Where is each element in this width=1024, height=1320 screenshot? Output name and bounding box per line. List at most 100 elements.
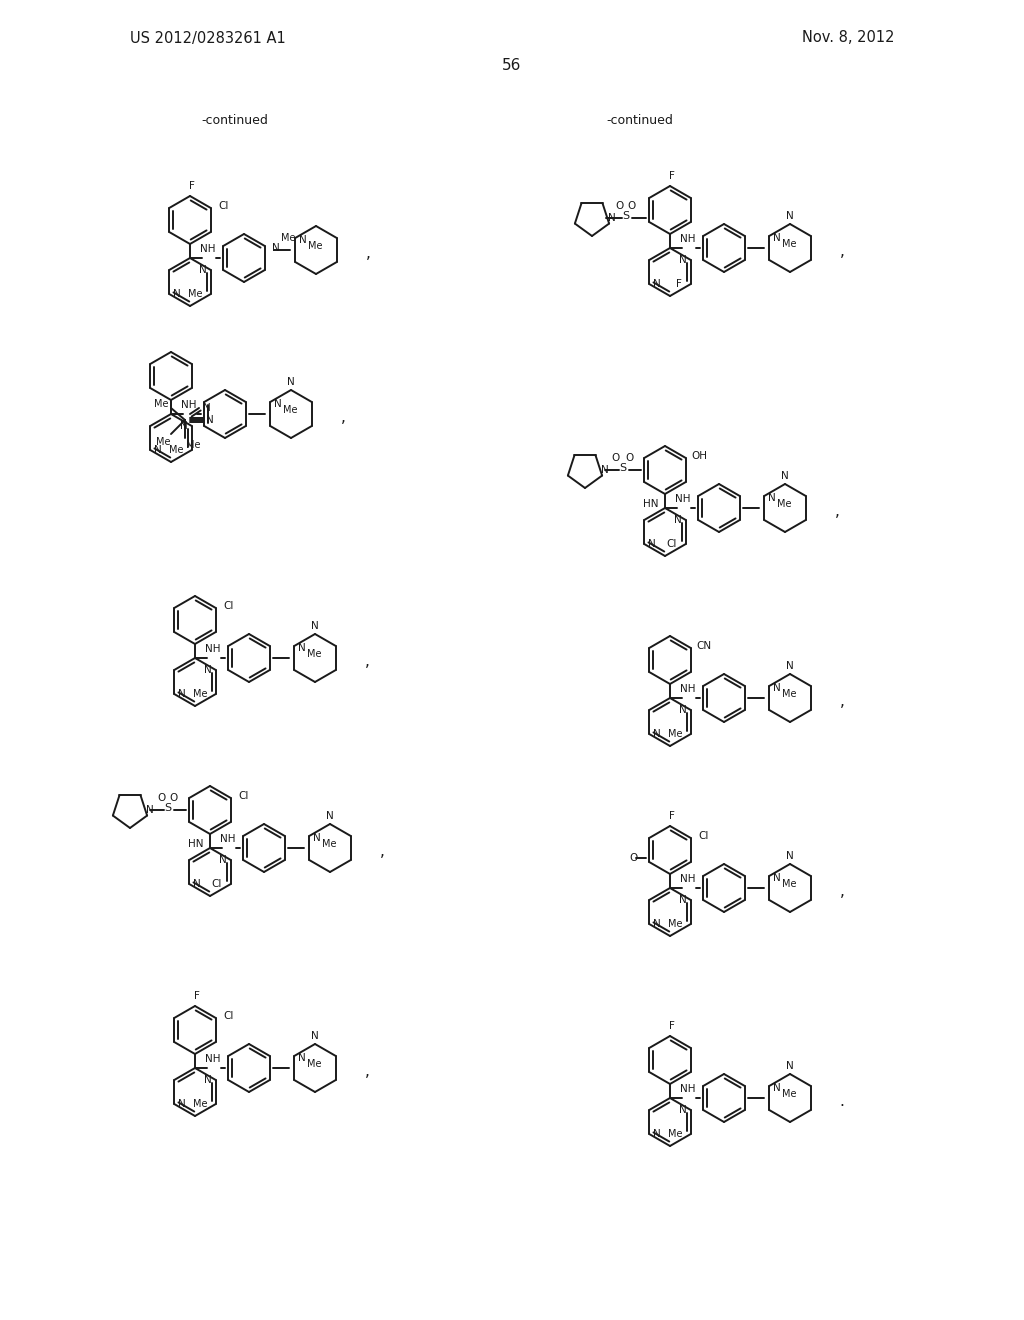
Text: ,: , xyxy=(840,884,845,899)
Text: Cl: Cl xyxy=(224,601,234,611)
Text: Cl: Cl xyxy=(224,1011,234,1020)
Text: N: N xyxy=(679,895,687,906)
Text: NH: NH xyxy=(680,684,695,694)
Text: NH: NH xyxy=(201,244,216,253)
Text: Me: Me xyxy=(307,649,322,659)
Text: Me: Me xyxy=(169,445,183,455)
Text: N: N xyxy=(287,378,295,387)
Text: Me: Me xyxy=(668,919,682,929)
Text: Me: Me xyxy=(322,840,337,849)
Text: N: N xyxy=(786,851,794,861)
Text: N: N xyxy=(773,234,781,243)
Text: NH: NH xyxy=(680,874,695,884)
Text: Cl: Cl xyxy=(698,832,710,841)
Text: Me: Me xyxy=(782,1089,797,1100)
Text: N: N xyxy=(608,213,615,223)
Text: N: N xyxy=(773,682,781,693)
Text: ,: , xyxy=(341,411,345,425)
Text: NH: NH xyxy=(220,834,236,843)
Text: Me: Me xyxy=(307,1059,322,1069)
Text: Me: Me xyxy=(154,399,168,409)
Text: N: N xyxy=(773,1082,781,1093)
Text: Me: Me xyxy=(782,879,797,888)
Text: N: N xyxy=(173,289,181,300)
Text: Me: Me xyxy=(193,689,207,700)
Text: N: N xyxy=(199,265,207,275)
Text: N: N xyxy=(272,243,280,253)
Text: Me: Me xyxy=(156,437,170,447)
Text: Cl: Cl xyxy=(212,879,222,888)
Text: HN: HN xyxy=(188,840,204,849)
Text: Me: Me xyxy=(283,405,297,414)
Text: F: F xyxy=(676,279,682,289)
Text: N: N xyxy=(155,445,162,455)
Text: ,: , xyxy=(365,1064,370,1080)
Text: Me: Me xyxy=(281,234,295,243)
Text: NH: NH xyxy=(205,644,221,653)
Text: N: N xyxy=(601,465,609,475)
Text: N: N xyxy=(178,689,186,700)
Text: N: N xyxy=(653,729,662,739)
Text: N: N xyxy=(653,1129,662,1139)
Text: N: N xyxy=(311,1031,318,1041)
Text: N: N xyxy=(180,421,187,432)
Text: O: O xyxy=(158,793,166,803)
Text: N: N xyxy=(206,414,214,425)
Text: N: N xyxy=(311,620,318,631)
Text: ,: , xyxy=(380,845,384,859)
Text: N: N xyxy=(648,539,656,549)
Text: NH: NH xyxy=(680,234,695,244)
Text: N: N xyxy=(679,1105,687,1115)
Text: N: N xyxy=(786,1061,794,1071)
Text: Cl: Cl xyxy=(667,539,677,549)
Text: OH: OH xyxy=(691,451,707,461)
Text: N: N xyxy=(219,855,226,865)
Text: N: N xyxy=(203,403,211,413)
Text: Me: Me xyxy=(782,689,797,700)
Text: NH: NH xyxy=(205,1053,221,1064)
Text: NH: NH xyxy=(680,1084,695,1094)
Text: N: N xyxy=(204,665,212,675)
Text: N: N xyxy=(786,661,794,671)
Text: NH: NH xyxy=(675,494,691,504)
Text: 56: 56 xyxy=(503,58,521,73)
Text: ,: , xyxy=(840,244,845,260)
Text: N: N xyxy=(298,1053,306,1063)
Text: S: S xyxy=(623,211,630,220)
Text: O: O xyxy=(628,201,636,211)
Text: Me: Me xyxy=(187,289,202,300)
Text: F: F xyxy=(669,1020,675,1031)
Text: N: N xyxy=(679,705,687,715)
Text: -continued: -continued xyxy=(606,114,674,127)
Text: N: N xyxy=(326,810,334,821)
Text: O: O xyxy=(611,453,620,463)
Text: Cl: Cl xyxy=(239,791,249,801)
Text: F: F xyxy=(189,181,195,191)
Text: Me: Me xyxy=(193,1100,207,1109)
Text: US 2012/0283261 A1: US 2012/0283261 A1 xyxy=(130,30,286,45)
Text: -continued: -continued xyxy=(202,114,268,127)
Text: Me: Me xyxy=(777,499,792,510)
Text: N: N xyxy=(679,255,687,265)
Text: N: N xyxy=(178,1100,186,1109)
Text: CN: CN xyxy=(696,642,712,651)
Text: N: N xyxy=(653,279,662,289)
Text: .: . xyxy=(840,1094,845,1110)
Text: N: N xyxy=(768,492,776,503)
Text: N: N xyxy=(299,235,307,246)
Text: Me: Me xyxy=(308,242,323,251)
Text: N: N xyxy=(204,1074,212,1085)
Text: N: N xyxy=(773,873,781,883)
Text: N: N xyxy=(674,515,682,525)
Text: Me: Me xyxy=(782,239,797,249)
Text: O: O xyxy=(615,201,624,211)
Text: ,: , xyxy=(835,504,840,520)
Text: F: F xyxy=(669,172,675,181)
Text: O: O xyxy=(170,793,178,803)
Text: Me: Me xyxy=(668,729,682,739)
Text: N: N xyxy=(194,879,201,888)
Text: NH: NH xyxy=(181,400,197,411)
Text: S: S xyxy=(620,463,627,473)
Text: N: N xyxy=(274,399,282,409)
Text: Me: Me xyxy=(668,1129,682,1139)
